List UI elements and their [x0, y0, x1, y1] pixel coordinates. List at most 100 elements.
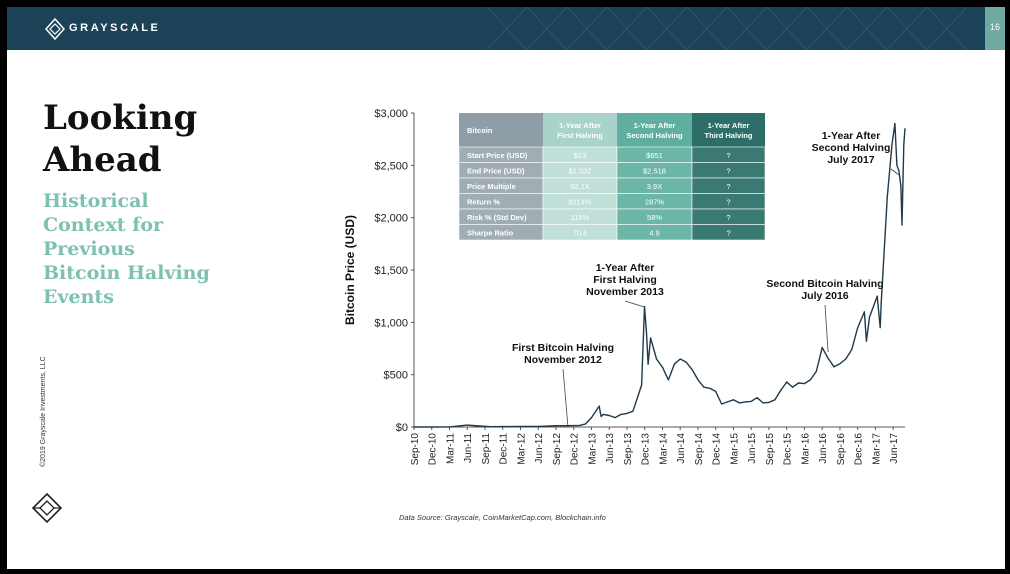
price-point [894, 122, 896, 125]
price-point [679, 358, 681, 360]
price-point [750, 400, 752, 402]
table-cell-text: ? [726, 228, 730, 237]
x-tick-label: Jun-15 [747, 433, 758, 464]
x-tick-label: Mar-13 [587, 433, 598, 465]
x-tick-label: Dec-10 [428, 433, 439, 466]
x-tick-label: Sep-10 [410, 433, 421, 466]
table-cell-text: Return % [467, 197, 500, 206]
y-tick-label: $1,000 [374, 317, 408, 329]
price-point [584, 423, 587, 425]
x-tick-label: Mar-17 [871, 433, 882, 465]
price-point [876, 295, 878, 297]
y-tick-label: $2,000 [374, 213, 408, 225]
annotation-text: First Halving [593, 274, 657, 286]
price-point [602, 413, 604, 416]
price-point [865, 340, 867, 342]
x-tick-label: Jun-16 [818, 433, 829, 464]
price-point [732, 399, 735, 401]
price-point [901, 224, 903, 226]
table-cell-text: 58% [647, 213, 662, 222]
table-header-cell [692, 113, 765, 147]
price-point [697, 379, 699, 381]
price-point [839, 363, 841, 365]
price-point [903, 143, 905, 145]
price-point [756, 397, 758, 399]
price-point [466, 424, 468, 426]
price-point [431, 426, 433, 428]
table-cell-text: ? [726, 213, 730, 222]
price-point [478, 425, 480, 427]
price-point [768, 401, 770, 404]
price-point [797, 382, 800, 384]
subtitle-line: Historical [43, 190, 149, 212]
price-point [661, 366, 664, 368]
x-tick-label: Sep-13 [623, 433, 634, 466]
price-point [833, 366, 835, 368]
price-point [879, 326, 881, 329]
y-tick-label: $0 [396, 422, 408, 434]
price-point [900, 185, 902, 187]
table-cell-text: 287% [645, 197, 665, 206]
bitcoin-price-chart: $0 $500 $1,000 $1,500 $2,000 $2,500 $3,000 Sep-… [343, 108, 906, 466]
annotation-pointer [824, 304, 829, 353]
slide: GRAYSCALE 16 Looking Ahead Historical Co… [7, 7, 1005, 569]
table-cell-text: Price Multiple [467, 182, 516, 191]
annotation-text: First Bitcoin Halving [512, 342, 614, 354]
table-header-cell [459, 113, 543, 147]
price-point [904, 128, 906, 130]
price-point [851, 348, 853, 351]
title-line: Ahead [43, 140, 162, 180]
price-point [703, 386, 705, 388]
price-point [863, 311, 865, 313]
price-point [448, 426, 451, 428]
price-point [626, 412, 628, 414]
annotation-pointer [890, 168, 900, 176]
table-cell-text: 82.1X [570, 182, 590, 191]
table-header-text: Bitcoin [467, 126, 493, 135]
x-tick-label: Mar-12 [516, 433, 527, 465]
price-point [685, 361, 687, 363]
grayscale-logo-icon [45, 18, 65, 40]
price-point [667, 379, 669, 381]
y-tick-label: $1,500 [374, 265, 408, 277]
annotation-pointer [624, 300, 645, 308]
price-point [598, 405, 600, 407]
price-point [886, 196, 888, 198]
price-point [614, 416, 616, 419]
price-point [857, 326, 859, 329]
table-cell-text: ? [726, 166, 730, 175]
title-line: Looking [43, 98, 198, 138]
annotation-text: 1-Year After [596, 262, 655, 274]
x-tick-label: Sep-11 [481, 433, 492, 465]
price-point [709, 387, 711, 389]
table-header-text: 1-Year After [708, 121, 750, 130]
y-tick-label: $500 [384, 370, 408, 382]
table-header-text: 1-Year After [559, 121, 601, 130]
price-point [891, 143, 893, 145]
y-tick-label: $3,000 [374, 108, 408, 120]
subtitle-line: Previous [43, 238, 135, 260]
table-cell-text: $1,032 [569, 166, 592, 175]
price-point [715, 390, 717, 393]
price-point [845, 358, 847, 360]
x-tick-label: Mar-16 [800, 433, 811, 465]
table-cell-text: 115% [571, 213, 590, 222]
price-point [880, 300, 882, 302]
x-tick-label: Sep-16 [836, 433, 847, 466]
page-title: Looking Ahead [43, 97, 197, 181]
x-tick-label: Mar-11 [445, 433, 456, 464]
table-header-text: Third Halving [705, 131, 753, 140]
price-point [738, 402, 740, 404]
annotation-text: Second Bitcoin Halving [766, 278, 883, 290]
price-point [537, 425, 539, 427]
x-tick-label: Mar-14 [658, 433, 669, 465]
price-point [774, 399, 776, 401]
price-point [780, 389, 782, 391]
table-cell-text: 70.6 [573, 228, 588, 237]
annotation-text: July 2017 [827, 154, 874, 166]
x-tick-label: Jun-11 [463, 433, 474, 463]
annotation-pointer [562, 368, 569, 426]
x-tick-label: Dec-11 [499, 433, 510, 465]
banner-pattern [486, 7, 968, 50]
price-point [803, 382, 806, 385]
